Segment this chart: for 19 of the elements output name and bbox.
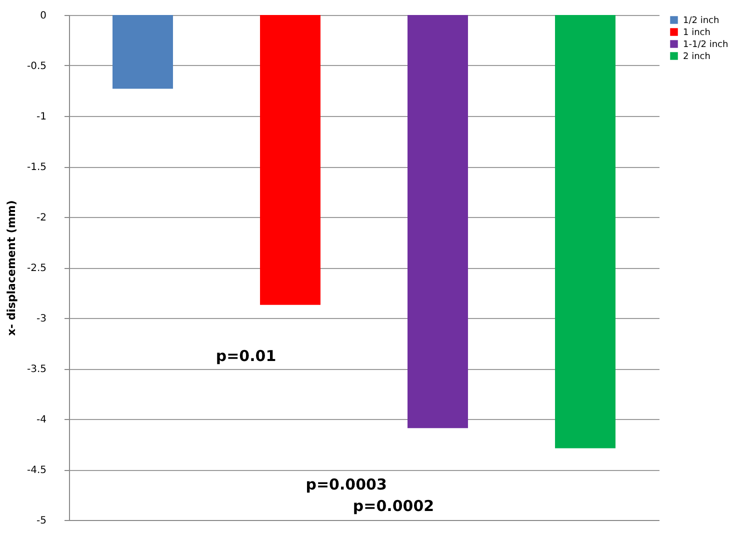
legend-label: 1/2 inch: [683, 16, 720, 26]
y-tick-label: -4.5: [26, 465, 46, 476]
y-tick-label: -1.5: [26, 162, 46, 173]
annotation: p=0.0003: [306, 476, 387, 494]
y-tick-label: -3.5: [26, 364, 46, 375]
legend-label: 1 inch: [683, 28, 710, 38]
y-tick-label: -1: [36, 112, 46, 122]
legend-label: 1-1/2 inch: [683, 40, 728, 50]
y-axis-title: x- displacement (mm): [4, 200, 18, 336]
y-tick-label: -5: [36, 516, 46, 526]
y-tick-label: -2.5: [26, 263, 46, 274]
y-tick-label: -4: [36, 414, 46, 426]
y-tick-label: -3: [36, 314, 46, 324]
legend-label: 2 inch: [683, 52, 710, 62]
y-tick-label: -0.5: [26, 61, 46, 72]
annotation: p=0.0002: [352, 496, 434, 515]
y-tick-label: 0: [40, 10, 46, 22]
y-tick-label: -2: [36, 212, 46, 224]
annotation: p=0.01: [216, 346, 276, 365]
